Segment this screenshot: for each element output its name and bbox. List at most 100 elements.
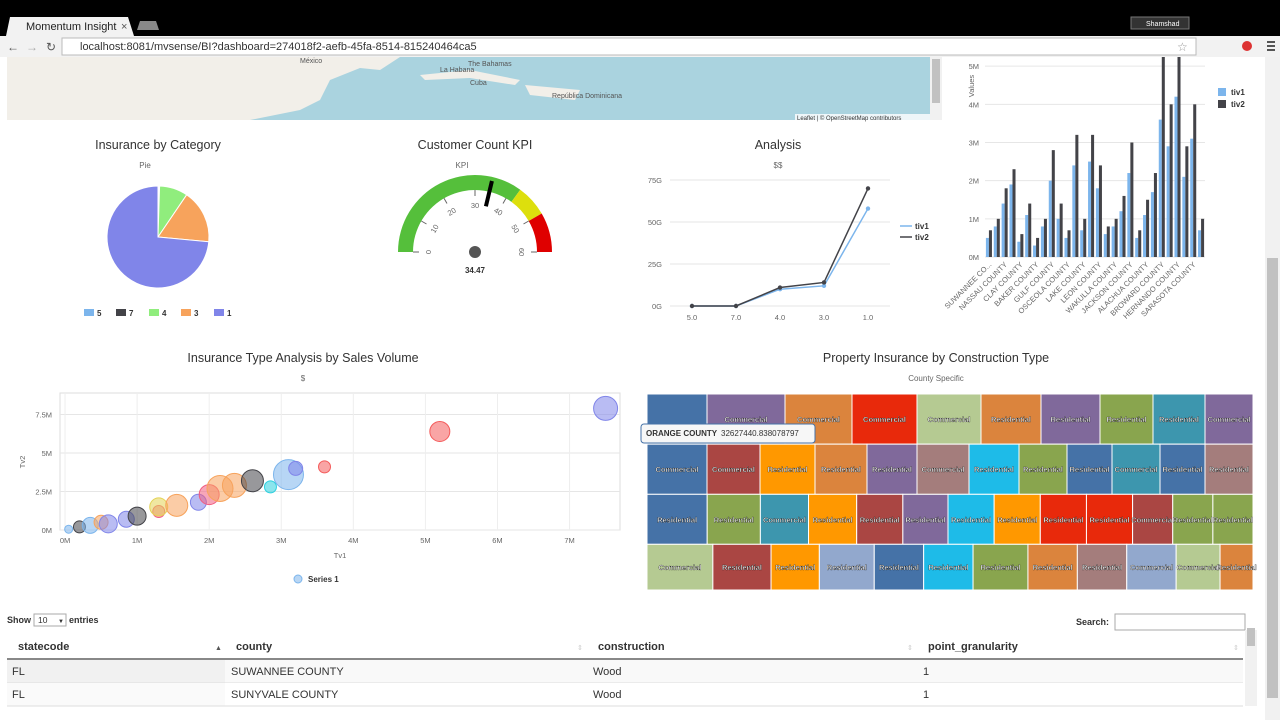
treemap-cell[interactable]	[759, 443, 816, 495]
legend-label[interactable]: 7	[129, 309, 134, 318]
treemap-label: Residential	[1173, 515, 1213, 524]
bubble[interactable]	[593, 395, 619, 421]
legend-label[interactable]: 3	[194, 309, 199, 318]
treemap-cell[interactable]	[646, 493, 708, 545]
treemap-cell[interactable]	[1039, 493, 1087, 545]
treemap-label: Residential	[1159, 415, 1199, 424]
treemap-cell[interactable]	[1076, 543, 1128, 591]
bubble[interactable]	[263, 480, 277, 494]
bubble[interactable]	[429, 420, 451, 442]
tooltip-name: ORANGE COUNTY	[646, 429, 718, 438]
attribution-box	[795, 114, 930, 120]
legend-label[interactable]: Series 1	[308, 575, 339, 584]
legend-symbol[interactable]	[84, 309, 94, 316]
chart-subtitle: County Specific	[908, 374, 964, 383]
legend-symbol[interactable]	[181, 309, 191, 316]
sort-icon[interactable]: ⇕	[1233, 644, 1239, 652]
chart-subtitle: $	[301, 374, 306, 383]
treemap-cell[interactable]	[866, 443, 918, 495]
treemap-label: Commercial	[1177, 563, 1220, 572]
menu-icon[interactable]	[1267, 41, 1275, 43]
treemap-cell[interactable]	[923, 543, 974, 591]
legend-symbol[interactable]	[293, 574, 303, 584]
treemap-label: Residential	[775, 563, 815, 572]
user-badge[interactable]	[1130, 16, 1190, 30]
tab-close[interactable]: ×	[121, 21, 127, 33]
treemap-cell[interactable]	[1111, 443, 1161, 495]
legend-symbol[interactable]	[116, 309, 126, 316]
entries-label: entries	[69, 615, 99, 625]
treemap-cell[interactable]	[1018, 443, 1068, 495]
tab[interactable]	[6, 17, 134, 36]
treemap-cell[interactable]	[759, 493, 810, 545]
legend-symbol[interactable]	[1218, 100, 1226, 108]
treemap-cell[interactable]	[646, 443, 708, 495]
legend-label[interactable]: tiv1	[915, 222, 929, 231]
treemap-cell[interactable]	[902, 493, 949, 545]
legend-label[interactable]: tiv2	[915, 233, 929, 242]
column-header[interactable]: point_granularity	[928, 641, 1019, 653]
bubble[interactable]	[165, 493, 189, 517]
bookmark-star[interactable]: ☆	[1177, 40, 1188, 54]
page-size-select[interactable]	[33, 613, 67, 627]
reload-button[interactable]: ↻	[46, 40, 56, 54]
legend-label[interactable]: tiv1	[1231, 88, 1245, 97]
treemap-label: Residential	[767, 465, 807, 474]
legend-label[interactable]: 1	[227, 309, 232, 318]
sort-icon[interactable]: ▲	[215, 645, 222, 652]
menu-icon[interactable]	[1267, 49, 1275, 51]
treemap-label: Commercial	[1115, 465, 1158, 474]
treemap-cell[interactable]	[1085, 493, 1134, 545]
extension-icon[interactable]	[1242, 41, 1252, 51]
bubble[interactable]	[64, 524, 74, 534]
column-header[interactable]: county	[236, 641, 273, 653]
legend-label[interactable]: 4	[162, 309, 167, 318]
new-tab[interactable]	[137, 21, 159, 30]
bubble[interactable]	[149, 497, 169, 517]
legend-symbol[interactable]	[1218, 88, 1226, 96]
bubble[interactable]	[240, 469, 264, 493]
treemap-cell[interactable]	[1040, 393, 1101, 445]
bubble[interactable]	[98, 514, 118, 534]
sort-icon[interactable]: ⇕	[577, 644, 583, 652]
bar	[1111, 226, 1115, 257]
bubble[interactable]	[127, 506, 147, 526]
legend-label[interactable]: tiv2	[1231, 100, 1245, 109]
treemap-cell[interactable]	[1099, 393, 1154, 445]
treemap-cell[interactable]	[1159, 443, 1206, 495]
bubble[interactable]	[288, 460, 304, 476]
treemap-cell[interactable]	[1172, 493, 1214, 545]
treemap-cell[interactable]	[712, 543, 772, 591]
forward-button[interactable]: →	[26, 40, 38, 54]
treemap-cell[interactable]	[980, 393, 1042, 445]
bubble[interactable]	[318, 460, 332, 474]
bar	[1004, 188, 1008, 257]
sort-icon[interactable]: ⇕	[907, 644, 913, 652]
treemap-cell[interactable]	[1132, 493, 1174, 545]
table-scrollbar-thumb[interactable]	[1247, 628, 1255, 646]
treemap-cell[interactable]	[1152, 393, 1206, 445]
column-header[interactable]: construction	[598, 641, 665, 653]
treemap-cell[interactable]	[818, 543, 875, 591]
map-label: La Habana	[440, 67, 474, 74]
legend-symbol[interactable]	[214, 309, 224, 316]
treemap-cell[interactable]	[856, 493, 904, 545]
treemap-cell[interactable]	[873, 543, 925, 591]
search-label: Search:	[1076, 617, 1109, 627]
back-button[interactable]: ←	[7, 40, 19, 54]
scrollbar-thumb[interactable]	[1267, 258, 1278, 698]
treemap-cell[interactable]	[706, 493, 761, 545]
treemap-cell[interactable]	[1027, 543, 1078, 591]
treemap-cell[interactable]	[1126, 543, 1177, 591]
search-input[interactable]	[1114, 613, 1246, 631]
treemap-cell[interactable]	[1212, 493, 1254, 545]
map-scrollbar-thumb[interactable]	[932, 59, 940, 103]
treemap-cell[interactable]	[1204, 443, 1254, 495]
treemap-cell[interactable]	[968, 443, 1020, 495]
legend-label[interactable]: 5	[97, 309, 102, 318]
legend-symbol[interactable]	[149, 309, 159, 316]
column-header[interactable]: statecode	[18, 641, 69, 653]
menu-icon[interactable]	[1267, 45, 1275, 47]
treemap-cell[interactable]	[1219, 543, 1254, 591]
address-bar[interactable]	[61, 37, 1197, 56]
